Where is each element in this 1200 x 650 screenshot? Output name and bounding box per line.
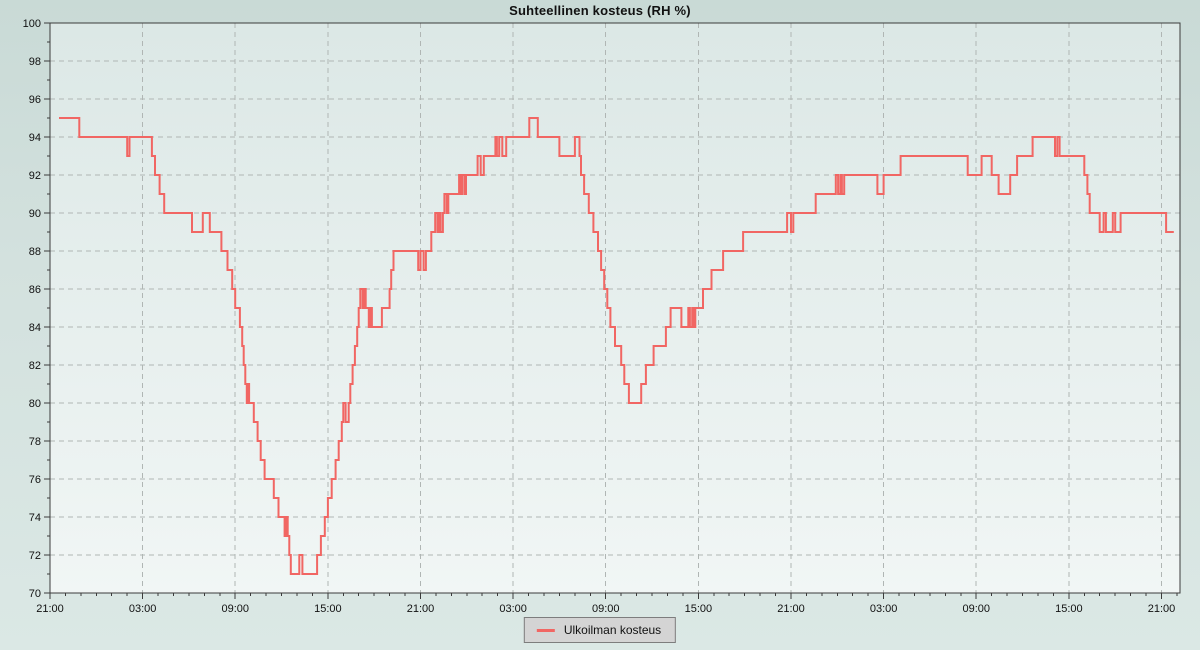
y-tick-label: 86 bbox=[29, 284, 41, 296]
y-tick-label: 100 bbox=[23, 18, 41, 30]
y-tick-label: 84 bbox=[29, 322, 41, 334]
x-tick-label: 03:00 bbox=[499, 603, 527, 615]
humidity-step-line bbox=[59, 117, 1174, 575]
y-tick-label: 92 bbox=[29, 170, 41, 182]
y-tick-label: 72 bbox=[29, 550, 41, 562]
y-tick-label: 82 bbox=[29, 360, 41, 372]
y-tick-label: 76 bbox=[29, 474, 41, 486]
series-line-swatch-icon bbox=[536, 628, 555, 632]
y-tick-label: 80 bbox=[29, 398, 41, 410]
y-tick-label: 98 bbox=[29, 56, 41, 68]
legend-label: Ulkoilman kosteus bbox=[563, 623, 662, 637]
chart-title: Suhteellinen kosteus (RH %) bbox=[509, 3, 691, 18]
x-tick-label: 15:00 bbox=[1055, 603, 1083, 615]
x-tick-label: 21:00 bbox=[777, 603, 805, 615]
x-tick-label: 15:00 bbox=[314, 603, 342, 615]
legend: Ulkoilman kosteus bbox=[523, 617, 677, 643]
x-tick-label: 09:00 bbox=[221, 603, 249, 615]
x-tick-label: 09:00 bbox=[592, 603, 620, 615]
plot-area bbox=[50, 23, 1180, 593]
y-tick-label: 74 bbox=[29, 512, 41, 524]
x-tick-label: 03:00 bbox=[870, 603, 898, 615]
x-tick-label: 21:00 bbox=[36, 603, 64, 615]
y-tick-label: 88 bbox=[29, 246, 41, 258]
x-tick-label: 15:00 bbox=[685, 603, 713, 615]
y-tick-label: 78 bbox=[29, 436, 41, 448]
y-tick-label: 90 bbox=[29, 208, 41, 220]
x-tick-label: 21:00 bbox=[407, 603, 435, 615]
x-tick-label: 03:00 bbox=[129, 603, 157, 615]
x-tick-label: 21:00 bbox=[1148, 603, 1176, 615]
x-tick-label: 09:00 bbox=[962, 603, 990, 615]
y-tick-label: 96 bbox=[29, 94, 41, 106]
y-tick-label: 70 bbox=[29, 588, 41, 600]
y-tick-label: 94 bbox=[29, 132, 41, 144]
